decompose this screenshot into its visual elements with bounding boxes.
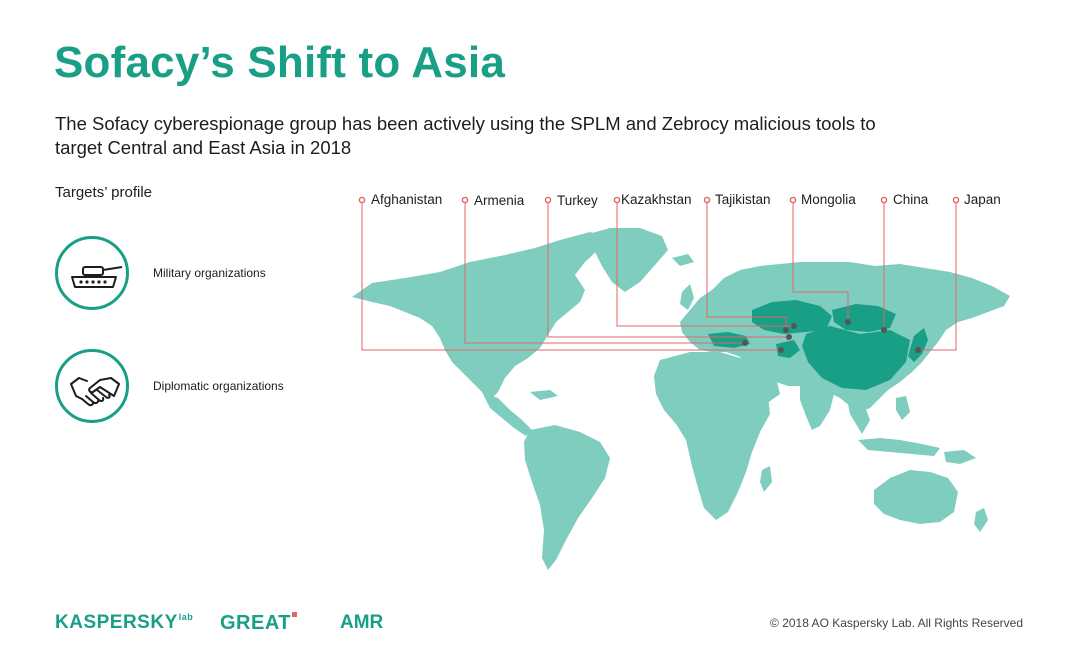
indonesia xyxy=(858,438,940,456)
tank-icon xyxy=(71,266,123,288)
southeast-asia xyxy=(848,404,870,434)
south-america xyxy=(524,425,610,570)
amr-logo: AMR xyxy=(340,612,384,633)
diplomatic-badge xyxy=(55,349,129,423)
leader-dots-top xyxy=(358,196,960,204)
military-badge xyxy=(55,236,129,310)
philippines xyxy=(896,396,910,420)
label-afghanistan: Afghanistan xyxy=(371,192,442,207)
line-turkey xyxy=(547,202,789,338)
label-turkey: Turkey xyxy=(557,193,598,208)
madagascar xyxy=(760,466,772,492)
greenland xyxy=(585,228,668,292)
new-guinea xyxy=(944,450,976,464)
kaspersky-logo-text: KASPERSKY xyxy=(55,612,178,633)
targets-profile-heading: Targets’ profile xyxy=(55,184,152,201)
profile-label-diplomatic: Diplomatic organizations xyxy=(153,379,284,393)
map-japan xyxy=(908,328,928,362)
map-turkey xyxy=(708,332,750,348)
country-labels: Afghanistan Armenia Turkey Kazakhstan Ta… xyxy=(371,192,1001,208)
copyright-text: © 2018 AO Kaspersky Lab. All Rights Rese… xyxy=(770,616,1023,630)
label-kazakhstan: Kazakhstan xyxy=(621,192,692,207)
handshake-icon xyxy=(70,377,120,407)
profile-label-military: Military organizations xyxy=(153,266,266,280)
leader-lines xyxy=(361,202,957,351)
highlighted-countries xyxy=(708,300,928,390)
map-china xyxy=(802,326,910,390)
label-armenia: Armenia xyxy=(474,193,525,208)
label-china: China xyxy=(893,192,929,207)
africa xyxy=(654,352,770,520)
line-armenia xyxy=(464,202,745,344)
central-america xyxy=(482,392,532,436)
line-kazakhstan xyxy=(616,202,794,327)
british-isles xyxy=(680,284,694,310)
kaspersky-logo-suffix: lab xyxy=(178,612,194,622)
label-tajikistan: Tajikistan xyxy=(715,192,771,207)
line-afghanistan xyxy=(361,202,781,351)
kaspersky-logo: KASPERSKYlab xyxy=(55,612,193,634)
great-logo-text: GREAT xyxy=(220,612,292,634)
label-japan: Japan xyxy=(964,192,1001,207)
line-mongolia xyxy=(792,202,849,322)
leader-dots-end xyxy=(742,319,921,353)
world-landmass xyxy=(352,228,1010,570)
great-logo: GREAT xyxy=(220,612,298,635)
new-zealand xyxy=(974,508,988,532)
label-mongolia: Mongolia xyxy=(801,192,856,207)
north-america xyxy=(352,232,610,400)
page-title: Sofacy’s Shift to Asia xyxy=(54,38,506,87)
line-tajikistan xyxy=(706,202,787,330)
line-japan xyxy=(918,202,957,351)
india xyxy=(800,386,834,430)
caribbean xyxy=(530,390,558,400)
page-subtitle: The Sofacy cyberespionage group has been… xyxy=(55,113,876,158)
map-afghanistan xyxy=(776,340,800,358)
australia xyxy=(874,470,958,524)
iceland xyxy=(672,254,694,266)
